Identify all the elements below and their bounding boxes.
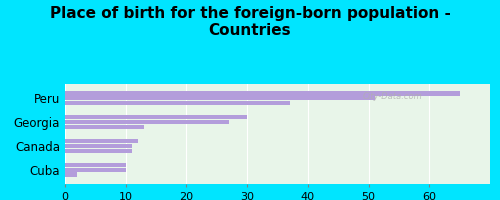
- Bar: [65, 172, 77, 177]
- Bar: [65, 125, 144, 129]
- Bar: [65, 91, 460, 96]
- Bar: [65, 101, 290, 105]
- Bar: [65, 120, 229, 124]
- Text: City-Data.com: City-Data.com: [362, 92, 422, 101]
- Bar: [65, 149, 132, 153]
- Bar: [65, 96, 374, 100]
- Text: Place of birth for the foreign-born population -
Countries: Place of birth for the foreign-born popu…: [50, 6, 450, 38]
- Bar: [65, 144, 132, 148]
- Bar: [65, 139, 138, 143]
- Bar: [65, 163, 126, 167]
- Bar: [65, 115, 247, 119]
- Bar: [65, 168, 126, 172]
